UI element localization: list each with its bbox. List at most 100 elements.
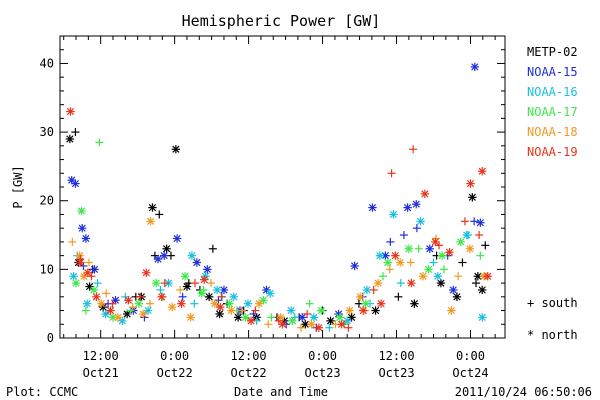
north-marker bbox=[233, 313, 243, 322]
north-marker bbox=[359, 306, 368, 315]
north-marker bbox=[412, 199, 421, 209]
y-axis-label: P [GW] bbox=[11, 165, 25, 208]
x-axis: 12:00 Oct21 0:00 Oct22 12:00 Oct22 0:00 Oct23 12… bbox=[63, 36, 496, 380]
x-tick-date-label: Oct22 bbox=[231, 366, 267, 380]
north-marker bbox=[111, 296, 120, 305]
x-tick-time-label: 12:00 bbox=[83, 349, 119, 363]
x-tick-time-label: 0:00 bbox=[160, 349, 189, 363]
north-marker bbox=[101, 309, 110, 319]
legend: METP-02 NOAA-15 NOAA-16 NOAA-17 NOAA-18 NOAA-… bbox=[527, 45, 578, 159]
south-marker bbox=[145, 299, 154, 308]
plot-area: 0 10 20 30 40 12:00 Oct21 0:00 Oct22 12:00 Oct22 0… bbox=[40, 35, 506, 380]
north-marker bbox=[75, 251, 84, 260]
north-marker bbox=[477, 167, 487, 176]
south-marker bbox=[305, 299, 314, 308]
south-marker bbox=[274, 316, 283, 325]
north-marker bbox=[89, 285, 99, 295]
north-marker bbox=[314, 323, 324, 332]
north-marker bbox=[139, 309, 148, 319]
north-marker bbox=[65, 134, 75, 144]
south-marker bbox=[409, 145, 418, 154]
x-tick-time-label: 0:00 bbox=[456, 349, 485, 363]
y-tick-label: 30 bbox=[40, 125, 54, 139]
north-marker bbox=[71, 179, 80, 188]
north-marker bbox=[92, 292, 101, 302]
north-marker bbox=[391, 251, 400, 260]
north-marker bbox=[77, 223, 87, 233]
south-marker bbox=[155, 210, 164, 219]
north-marker bbox=[470, 62, 479, 72]
north-marker bbox=[186, 313, 195, 322]
south-marker bbox=[93, 279, 102, 288]
north-marker bbox=[66, 107, 75, 116]
south-marker bbox=[378, 272, 387, 281]
north-marker bbox=[180, 272, 190, 281]
south-marker bbox=[251, 306, 260, 315]
north-marker bbox=[436, 278, 446, 288]
north-marker bbox=[301, 320, 310, 329]
north-marker bbox=[225, 299, 234, 308]
y-tick-label: 10 bbox=[40, 262, 54, 276]
south-marker bbox=[68, 237, 77, 246]
south-marker bbox=[475, 231, 484, 240]
north-marker bbox=[396, 258, 405, 267]
north-marker bbox=[71, 278, 81, 288]
north-marker bbox=[229, 292, 239, 302]
north-marker bbox=[171, 145, 181, 154]
legend-entry: NOAA-16 bbox=[527, 85, 578, 99]
south-marker bbox=[128, 303, 137, 312]
north-marker bbox=[118, 316, 127, 326]
north-marker bbox=[307, 320, 316, 329]
north-marker bbox=[210, 299, 219, 308]
north-marker bbox=[243, 299, 253, 308]
south-marker bbox=[207, 279, 216, 288]
north-marker bbox=[477, 285, 487, 295]
north-marker bbox=[447, 306, 456, 315]
legend-entry: NOAA-15 bbox=[527, 65, 578, 79]
north-marker bbox=[167, 302, 177, 312]
south-marker bbox=[267, 313, 276, 322]
x-axis-label: Date and Time bbox=[234, 385, 328, 399]
south-marker bbox=[470, 217, 479, 226]
south-marker bbox=[237, 306, 246, 315]
south-marker bbox=[481, 241, 490, 250]
north-marker bbox=[90, 265, 99, 274]
north-marker bbox=[465, 244, 475, 253]
y-tick-label: 20 bbox=[40, 194, 54, 208]
south-marker bbox=[95, 138, 104, 147]
south-marker bbox=[460, 217, 469, 226]
north-marker bbox=[153, 254, 163, 264]
north-marker bbox=[85, 282, 94, 291]
north-marker bbox=[477, 313, 487, 322]
north-marker bbox=[197, 289, 206, 298]
north-marker bbox=[97, 299, 106, 308]
legend-entry: METP-02 bbox=[527, 45, 578, 59]
north-marker bbox=[259, 296, 268, 305]
north-marker bbox=[204, 292, 214, 302]
north-marker bbox=[326, 316, 335, 326]
north-marker bbox=[407, 278, 416, 288]
north-marker bbox=[410, 299, 419, 308]
north-marker bbox=[337, 320, 346, 329]
south-marker bbox=[414, 244, 423, 253]
north-marker bbox=[347, 313, 356, 322]
north-marker bbox=[77, 206, 86, 216]
north-marker bbox=[81, 234, 91, 243]
north-marker bbox=[345, 306, 354, 315]
south-marker bbox=[84, 258, 93, 267]
south-marker bbox=[87, 272, 96, 281]
south-marker bbox=[176, 285, 185, 294]
south-marker bbox=[396, 279, 405, 288]
x-tick-time-label: 12:00 bbox=[231, 349, 267, 363]
x-tick-date-label: Oct23 bbox=[378, 366, 414, 380]
south-marker bbox=[458, 258, 467, 267]
north-marker bbox=[142, 268, 151, 277]
north-marker bbox=[309, 313, 319, 322]
north-marker bbox=[172, 234, 182, 243]
south-marker bbox=[387, 169, 396, 178]
north-marker bbox=[361, 299, 370, 308]
north-marker bbox=[452, 292, 462, 302]
north-marker bbox=[383, 258, 393, 267]
y-tick-label: 0 bbox=[47, 331, 54, 345]
